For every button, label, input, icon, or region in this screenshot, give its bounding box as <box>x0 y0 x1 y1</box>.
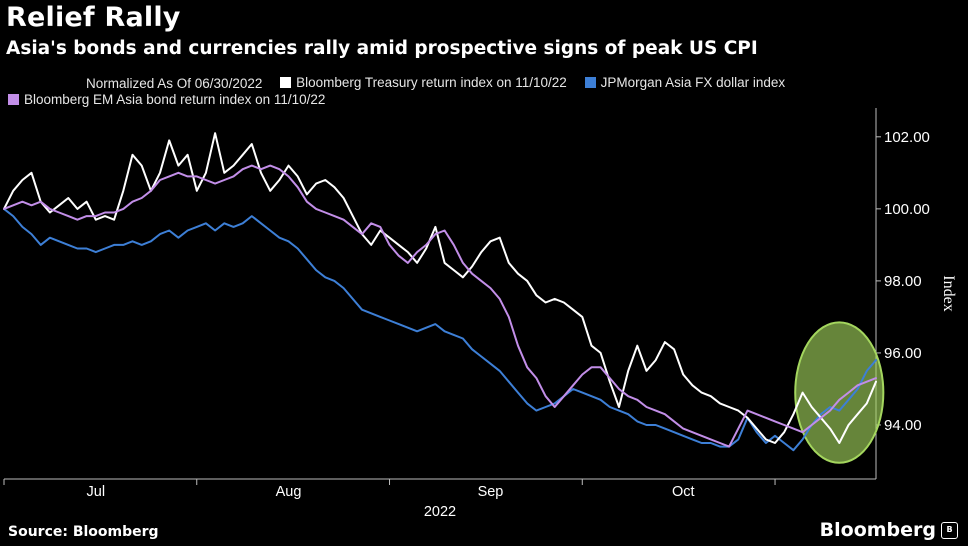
legend-normalized-note: Normalized As Of 06/30/2022 <box>86 76 263 91</box>
legend-entry-em-asia: Bloomberg EM Asia bond return index on 1… <box>8 92 325 107</box>
bloomberg-terminal-icon: B <box>941 521 958 539</box>
legend-label-em-asia: Bloomberg EM Asia bond return index on 1… <box>24 92 326 107</box>
y-axis-title: Index <box>940 275 957 311</box>
legend-label-treasury: Bloomberg Treasury return index on 11/10… <box>296 75 567 90</box>
legend-entry-asia-fx: JPMorgan Asia FX dollar index <box>584 75 786 90</box>
legend-swatch-em-asia <box>8 94 19 105</box>
x-tick-label: Sep <box>478 484 504 500</box>
x-year-label: 2022 <box>424 504 456 520</box>
series-line-treasury <box>3 132 877 444</box>
y-tick-label: 102.00 <box>884 129 930 146</box>
series-line-em-asia <box>3 164 877 448</box>
source-note: Source: Bloomberg <box>8 524 159 540</box>
highlight-ellipse <box>794 321 885 464</box>
x-tick-label: Aug <box>276 484 302 500</box>
legend-swatch-asia-fx <box>584 77 596 88</box>
legend-entry-treasury: Bloomberg Treasury return index on 11/10… <box>280 75 567 90</box>
y-tick-label: 98.00 <box>884 273 922 290</box>
y-tick-label: 94.00 <box>884 417 922 434</box>
x-tick-label: Oct <box>672 484 695 500</box>
legend-label-asia-fx: JPMorgan Asia FX dollar index <box>600 75 786 90</box>
legend-row-2: Bloomberg EM Asia bond return index on 1… <box>8 92 339 108</box>
brand-logo: Bloomberg B <box>820 519 958 541</box>
x-tick-label: Jul <box>87 484 106 500</box>
chart-subtitle: Asia's bonds and currencies rally amid p… <box>6 38 758 59</box>
legend-row-1: Normalized As Of 06/30/2022 Bloomberg Tr… <box>86 75 799 91</box>
legend-swatch-treasury <box>280 77 292 88</box>
y-tick-label: 96.00 <box>884 345 922 362</box>
brand-name: Bloomberg <box>819 519 936 541</box>
y-tick-label: 100.00 <box>884 201 930 218</box>
chart-title: Relief Rally <box>6 2 181 33</box>
